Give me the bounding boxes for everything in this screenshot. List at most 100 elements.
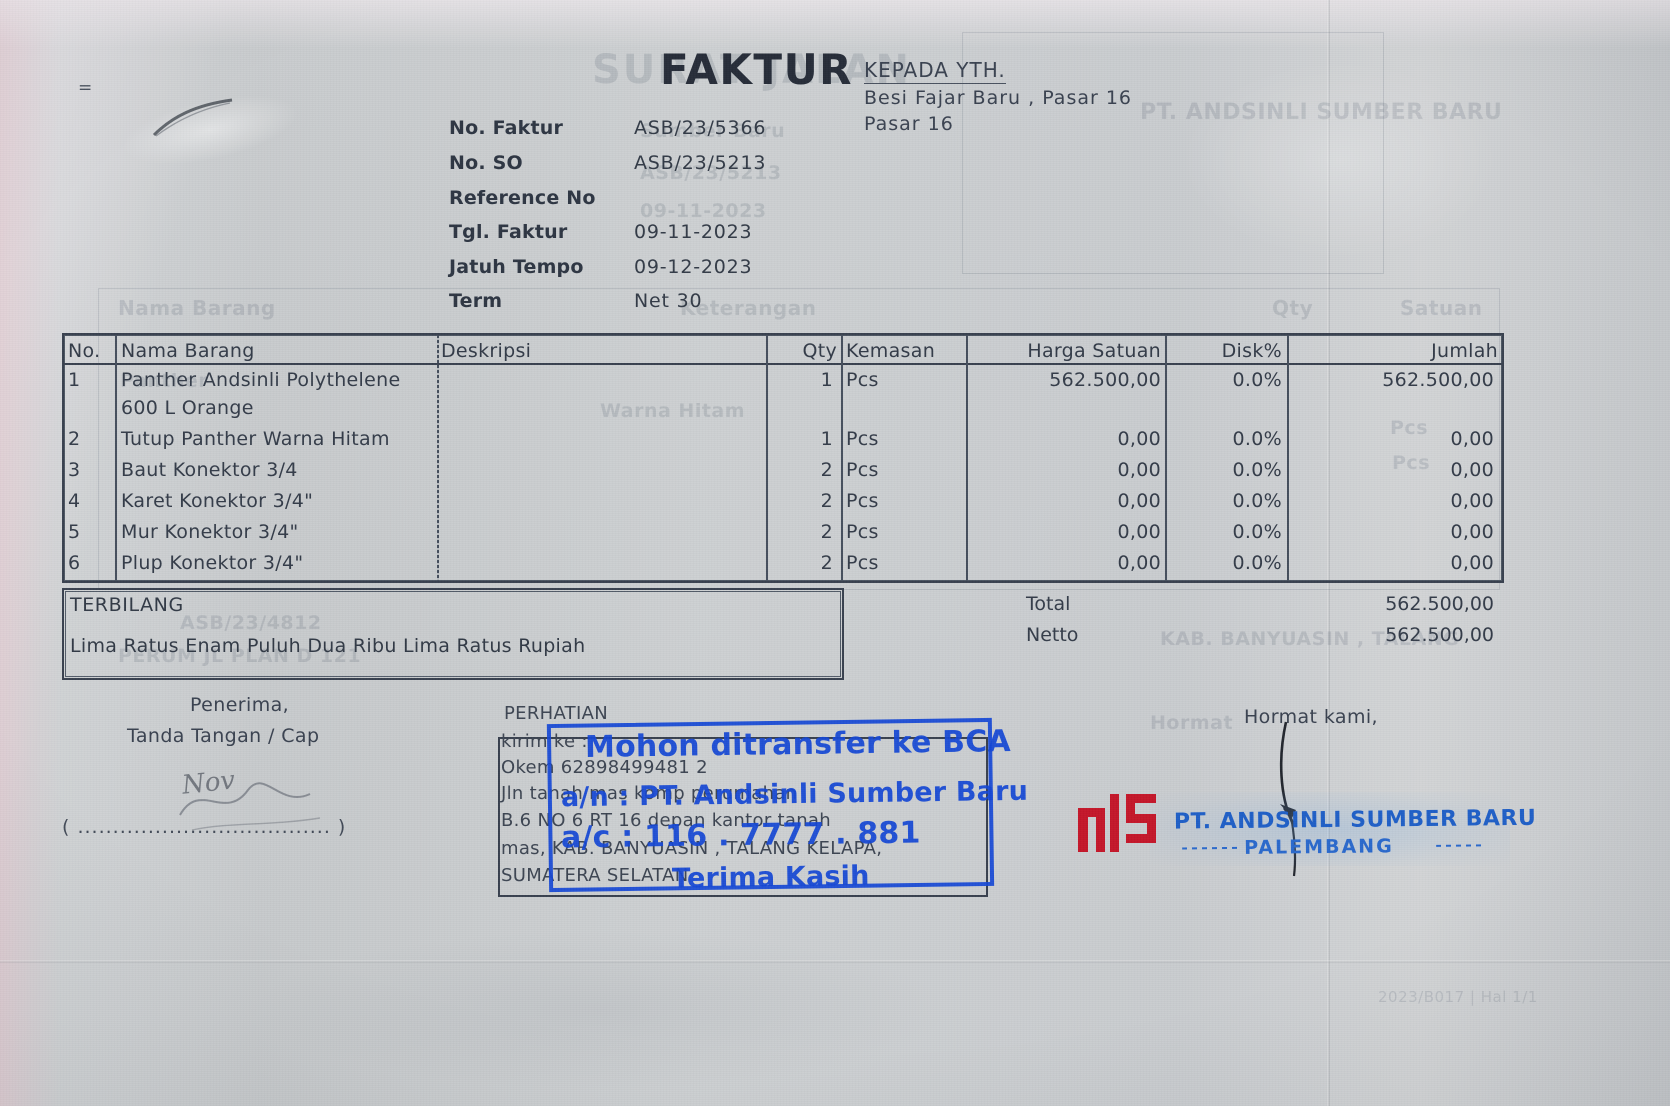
row-6-disk: 0.0% [1232, 552, 1282, 574]
row-4-no: 4 [68, 490, 81, 512]
bca-stamp-line-2: a/n : PT. Andsinli Sumber Baru [560, 775, 1029, 814]
row-5-jumlah: 0,00 [1450, 521, 1494, 543]
perhatian-line-3: Jln tanah mas komp perumahan [501, 783, 798, 804]
perhatian-line-1: kirim ke : [501, 731, 588, 752]
perhatian-box [498, 737, 988, 897]
row-3-no: 3 [68, 459, 81, 481]
row-6-harga-satuan: 0,00 [1117, 552, 1161, 574]
total-value: 562.500,00 [1385, 593, 1494, 615]
th-deskripsi: Deskripsi [441, 340, 532, 362]
col-divider-disk [1287, 335, 1289, 581]
value-no-faktur: ASB/23/5366 [634, 117, 767, 139]
perhatian-line-2: Okem 62898499481 2 [501, 757, 708, 778]
th-no: No. [68, 340, 101, 362]
row-2-nama-barang: Tutup Panther Warna Hitam [121, 428, 390, 450]
row-2-harga-satuan: 0,00 [1117, 428, 1161, 450]
row-2-disk: 0.0% [1232, 428, 1282, 450]
perhatian-heading: PERHATIAN [504, 703, 608, 724]
th-disk: Disk% [1221, 340, 1282, 362]
document-title: FAKTUR [660, 45, 854, 94]
row-1-jumlah: 562.500,00 [1382, 369, 1494, 391]
row-6-no: 6 [68, 552, 81, 574]
label-term: Term [449, 290, 503, 312]
paper-fold-vertical [1327, 0, 1330, 1106]
hormat-kami-label: Hormat kami, [1244, 706, 1378, 728]
row-3-kemasan: Pcs [846, 459, 879, 481]
col-divider-qty [841, 335, 843, 581]
recipient-line-2: Pasar 16 [864, 113, 954, 135]
col-divider-nama [437, 335, 439, 581]
terbilang-amount-words: Lima Ratus Enam Puluh Dua Ribu Lima Ratu… [70, 635, 586, 657]
terbilang-box [62, 588, 844, 680]
row-5-nama-barang: Mur Konektor 3/4" [121, 521, 299, 543]
row-4-qty: 2 [820, 490, 833, 512]
row-2-kemasan: Pcs [846, 428, 879, 450]
row-3-harga-satuan: 0,00 [1117, 459, 1161, 481]
row-2-no: 2 [68, 428, 81, 450]
row-4-jumlah: 0,00 [1450, 490, 1494, 512]
row-5-qty: 2 [820, 521, 833, 543]
netto-value: 562.500,00 [1385, 624, 1494, 646]
recipient-line-1: Besi Fajar Baru , Pasar 16 [864, 87, 1133, 109]
total-label: Total [1026, 593, 1071, 615]
paper-fold-horizontal [0, 960, 1670, 963]
row-5-no: 5 [68, 521, 81, 543]
row-4-kemasan: Pcs [846, 490, 879, 512]
terbilang-heading: TERBILANG [70, 594, 184, 616]
row-1-qty: 1 [820, 369, 833, 391]
row-5-disk: 0.0% [1232, 521, 1282, 543]
row-6-jumlah: 0,00 [1450, 552, 1494, 574]
corner-tick-mark: = [78, 78, 93, 98]
perhatian-line-4: B.6 NO 6 RT 16 depan kantor tanah [501, 810, 831, 831]
company-stamp: PT. ANDSINLI SUMBER BARU PALEMBANG [1168, 798, 1537, 863]
th-kemasan: Kemasan [846, 340, 936, 362]
col-divider-kemasan [966, 335, 968, 581]
th-harga-satuan: Harga Satuan [1027, 340, 1161, 362]
row-5-harga-satuan: 0,00 [1117, 521, 1161, 543]
penerima-handwritten-signature: Nov [180, 765, 237, 801]
row-1-no: 1 [68, 369, 81, 391]
value-tgl-faktur: 09-11-2023 [634, 221, 753, 243]
company-stamp-name: PT. ANDSINLI SUMBER BARU [1173, 805, 1537, 835]
row-1-harga-satuan: 562.500,00 [1049, 369, 1161, 391]
row-3-jumlah: 0,00 [1450, 459, 1494, 481]
label-reference-no: Reference No [449, 187, 596, 209]
label-no-faktur: No. Faktur [449, 117, 564, 139]
perhatian-line-5: mas, KAB. BANYUASIN , TALANG KELAPA, [501, 838, 883, 859]
label-no-so: No. SO [449, 152, 523, 174]
label-jatuh-tempo: Jatuh Tempo [449, 256, 584, 278]
row-4-disk: 0.0% [1232, 490, 1282, 512]
penerima-subtitle: Tanda Tangan / Cap [127, 725, 320, 747]
table-header-rule [64, 363, 1502, 365]
value-no-so: ASB/23/5213 [634, 152, 767, 174]
paper-edge-tint-top [0, 0, 1670, 48]
row-3-disk: 0.0% [1232, 459, 1282, 481]
th-qty: Qty [802, 340, 837, 362]
row-1-nama-barang: Panther Andsinli Polythelene [121, 369, 401, 391]
label-tgl-faktur: Tgl. Faktur [449, 221, 568, 243]
row-1-nama-barang-line2: 600 L Orange [121, 397, 254, 419]
th-jumlah: Jumlah [1431, 340, 1498, 362]
penerima-signature-line: ( .................................... ) [62, 816, 347, 838]
penerima-title: Penerima, [190, 694, 290, 716]
bca-stamp-line-1: Mohon ditransfer ke BCA [584, 724, 1012, 765]
company-stamp-dash-left [1182, 846, 1239, 850]
perhatian-line-6: SUMATERA SELATAN [501, 865, 689, 886]
row-6-qty: 2 [820, 552, 833, 574]
row-1-kemasan: Pcs [846, 369, 879, 391]
recipient-heading: KEPADA YTH. [864, 58, 1006, 84]
th-nama-barang: Nama Barang [121, 340, 255, 362]
row-4-nama-barang: Karet Konektor 3/4" [121, 490, 314, 512]
col-divider-no [115, 335, 117, 581]
col-divider-deskripsi [766, 335, 768, 581]
row-2-qty: 1 [820, 428, 833, 450]
row-3-qty: 2 [820, 459, 833, 481]
row-4-harga-satuan: 0,00 [1117, 490, 1161, 512]
row-3-nama-barang: Baut Konektor 3/4 [121, 459, 298, 481]
row-2-jumlah: 0,00 [1450, 428, 1494, 450]
row-5-kemasan: Pcs [846, 521, 879, 543]
company-stamp-city: PALEMBANG [1244, 835, 1394, 859]
value-term: Net 30 [634, 290, 703, 312]
